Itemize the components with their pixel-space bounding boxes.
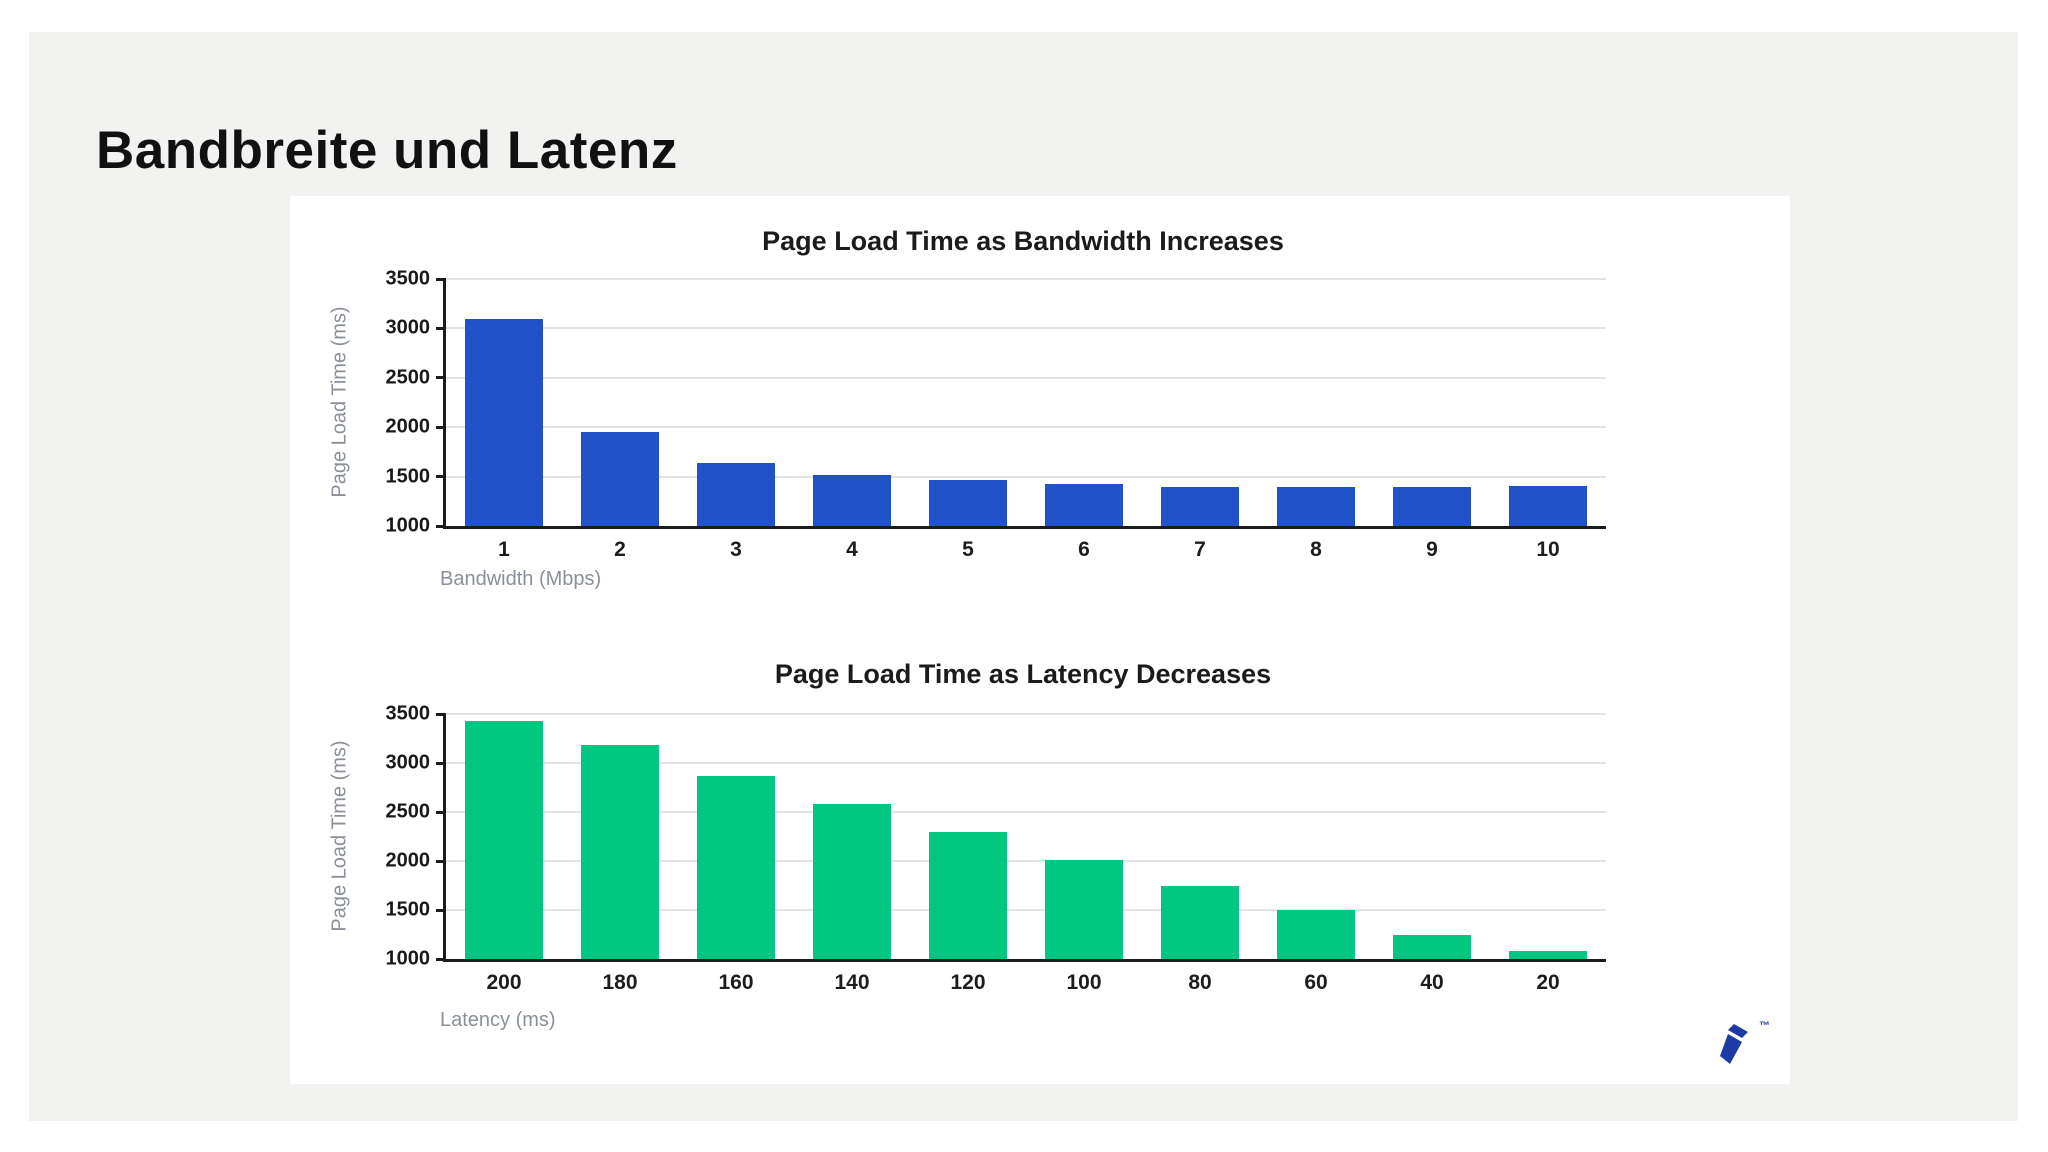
bar-3 <box>697 462 775 526</box>
gridline <box>446 860 1606 862</box>
gridline <box>446 426 1606 429</box>
y-tick-label: 1500 <box>385 465 431 488</box>
gridline <box>446 327 1606 330</box>
y-tick-mark <box>436 376 446 380</box>
trademark-symbol: ™ <box>1759 1020 1770 1032</box>
y-tick-mark <box>436 475 446 479</box>
x-tick-label: 7 <box>1194 538 1206 561</box>
slide-title: Bandbreite und Latenz <box>96 120 678 180</box>
bar-6 <box>1045 483 1123 526</box>
x-tick-label: 6 <box>1078 538 1090 561</box>
bandwidth-chart-plot-area: 1000 1500 2000 2500 3000 3500 1 2 3 4 5 6 7 8 9 10 <box>386 268 1606 561</box>
x-tick-label: 120 <box>950 971 986 994</box>
bar-180 <box>581 745 659 959</box>
x-tick-label: 2 <box>614 538 626 561</box>
x-tick-label: 60 <box>1304 971 1328 994</box>
x-tick-label: 8 <box>1310 538 1322 561</box>
bar-4 <box>813 474 891 526</box>
bar-80 <box>1161 886 1239 959</box>
bar-1 <box>465 318 543 526</box>
y-tick-label: 1000 <box>385 947 431 970</box>
bandwidth-chart-title: Page Load Time as Bandwidth Increases <box>762 226 1284 256</box>
y-tick-mark <box>436 859 446 863</box>
x-tick-label: 3 <box>730 538 742 561</box>
y-tick-label: 2500 <box>385 800 431 823</box>
x-tick-label: 140 <box>834 971 870 994</box>
y-tick-label: 3500 <box>385 267 431 290</box>
y-tick-label: 3000 <box>385 751 431 774</box>
bar-20 <box>1509 951 1587 959</box>
latency-chart-plot-area: 1000 1500 2000 2500 3000 3500 200 180 160 140 120 1… <box>386 703 1606 994</box>
y-tick-mark <box>436 277 446 281</box>
gridline <box>446 475 1606 478</box>
y-tick-label: 1000 <box>385 514 431 537</box>
gridline <box>446 909 1606 911</box>
y-tick-label: 2000 <box>385 849 431 872</box>
x-tick-label: 80 <box>1188 971 1212 994</box>
bar-40 <box>1393 935 1471 959</box>
bandwidth-chart-x-axis-label: Bandwidth (Mbps) <box>440 568 602 590</box>
toptal-logo-icon <box>1720 1024 1748 1064</box>
y-tick-mark <box>436 712 446 716</box>
latency-chart-y-axis-label: Page Load Time (ms) <box>328 740 351 932</box>
bar-2 <box>581 432 659 526</box>
gridline <box>446 713 1606 715</box>
bar-5 <box>929 479 1007 526</box>
y-tick-label: 1500 <box>385 898 431 921</box>
gridline <box>446 811 1606 813</box>
bar-7 <box>1161 487 1239 526</box>
x-tick-label: 5 <box>962 538 974 561</box>
bar-60 <box>1277 910 1355 959</box>
x-tick-label: 40 <box>1420 971 1444 994</box>
x-tick-label: 4 <box>846 538 858 561</box>
latency-chart-title: Page Load Time as Latency Decreases <box>774 659 1272 689</box>
bar-100 <box>1045 860 1123 959</box>
x-tick-label: 20 <box>1536 971 1560 994</box>
x-tick-label: 200 <box>486 971 522 994</box>
y-tick-label: 3500 <box>385 702 431 725</box>
bar-8 <box>1277 487 1355 526</box>
toptal-logo: ™ <box>1718 1020 1770 1072</box>
x-tick-label: 180 <box>602 971 638 994</box>
y-tick-mark <box>436 908 446 912</box>
x-tick-label: 9 <box>1426 538 1438 561</box>
y-tick-mark <box>436 524 446 528</box>
x-tick-label: 100 <box>1066 971 1102 994</box>
y-tick-mark <box>436 957 446 961</box>
y-tick-label: 3000 <box>385 316 431 339</box>
y-tick-mark <box>436 761 446 765</box>
y-tick-mark <box>436 810 446 814</box>
bar-140 <box>813 804 891 959</box>
gridline <box>446 278 1606 280</box>
y-tick-mark <box>436 425 446 429</box>
bar-120 <box>929 831 1007 959</box>
y-tick-label: 2500 <box>385 366 431 389</box>
bar-10 <box>1509 486 1587 526</box>
gridline <box>446 762 1606 764</box>
x-tick-label: 1 <box>498 538 510 561</box>
bandwidth-chart-y-axis-label: Page Load Time (ms) <box>328 306 351 498</box>
y-tick-label: 2000 <box>385 415 431 438</box>
latency-chart-x-axis-label: Latency (ms) <box>440 1009 556 1031</box>
chart-card: Page Load Time as Bandwidth Increases Pa… <box>290 196 1790 1084</box>
x-tick-label: 160 <box>718 971 754 994</box>
gridline <box>446 376 1606 379</box>
bar-9 <box>1393 487 1471 526</box>
x-tick-label: 10 <box>1536 538 1560 561</box>
y-tick-mark <box>436 326 446 330</box>
bar-160 <box>697 775 775 959</box>
bar-200 <box>465 720 543 959</box>
